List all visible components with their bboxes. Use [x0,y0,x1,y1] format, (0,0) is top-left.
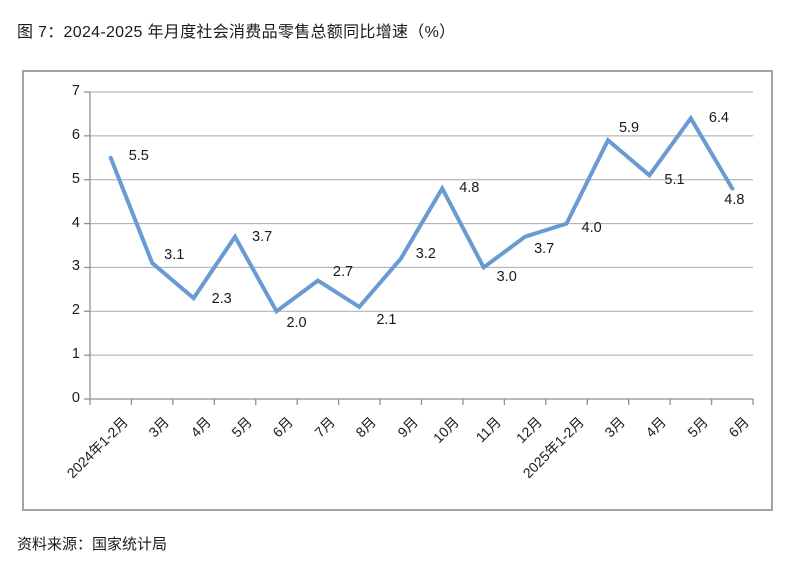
data-point-label: 4.0 [581,219,602,236]
y-axis-tick-label: 7 [71,83,80,99]
data-point-label: 3.7 [252,228,273,245]
data-point-label: 4.8 [459,180,480,197]
y-axis-tick-label: 2 [71,302,80,319]
data-point-label: 5.5 [128,147,149,164]
source-note: 资料来源：国家统计局 [17,536,168,553]
data-point-label: 6.4 [708,110,730,127]
data-point-label: 2.0 [286,315,307,332]
y-axis-tick-label: 0 [71,390,80,406]
line-chart-canvas [84,91,754,405]
y-axis-tick-label: 1 [71,346,80,363]
data-point-label: 2.7 [332,263,354,280]
data-point-label: 3.0 [496,269,517,286]
y-axis-tick-label: 4 [71,214,80,231]
y-axis-tick-label: 3 [71,258,80,275]
data-point-label: 3.1 [164,247,185,264]
data-point-label: 5.1 [664,172,685,189]
data-point-label: 2.1 [376,311,397,328]
data-point-label: 2.3 [211,291,232,308]
data-point-label: 3.7 [534,240,555,257]
data-point-label: 4.8 [724,192,745,209]
data-point-label: 5.9 [618,120,640,137]
chart-area: 0 1 2 3 4 5 6 7 2024年1-2月 3月 4月 5月 6月 7月 8月 9月 10月 11月 12月… [22,70,773,511]
y-axis-tick-label: 6 [71,126,80,143]
figure-title: 图 7：2024-2025 年月度社会消费品零售总额同比增速（%） [17,24,456,41]
y-axis-tick-label: 5 [71,170,80,187]
series-line [108,114,735,315]
data-point-label: 3.2 [415,245,436,262]
